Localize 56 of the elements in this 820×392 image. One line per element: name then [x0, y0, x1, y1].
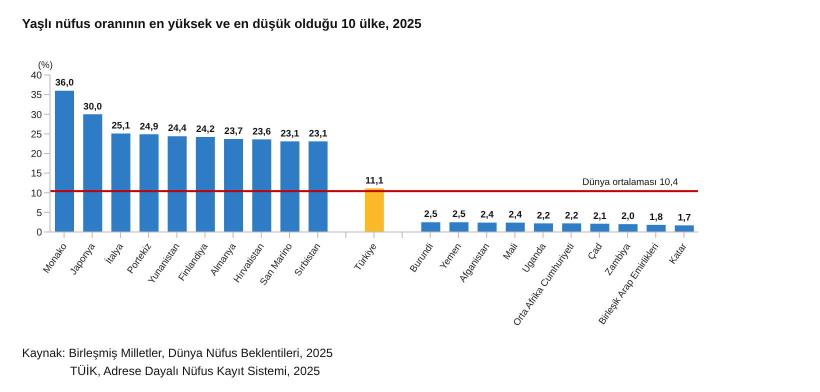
text: TÜİK, Adrese Dayalı Nüfus Kayıt Sistemi, 2025	[70, 364, 320, 378]
bar	[364, 188, 384, 232]
data-label: 24,2	[196, 124, 215, 136]
data-label: 23,1	[308, 128, 328, 140]
data-label: 30,0	[83, 101, 102, 112]
data-label: 2,4	[480, 210, 494, 221]
bar	[674, 225, 694, 232]
bar	[421, 222, 440, 232]
data-label: 23,7	[224, 126, 243, 137]
bar	[196, 137, 215, 232]
data-label: 2,4	[508, 210, 523, 221]
data-label: 2,2	[536, 210, 550, 222]
bar	[478, 222, 497, 232]
bar	[534, 223, 553, 232]
data-label: 1,8	[650, 212, 663, 223]
y-tick-label: 20	[30, 149, 42, 160]
data-label: 25,1	[112, 120, 131, 132]
y-tick-label: 0	[36, 228, 42, 239]
data-label: 2,1	[593, 210, 608, 222]
bar	[168, 136, 187, 232]
bar	[140, 134, 159, 232]
ref-line-label: Dünya ortalaması 10,4	[582, 177, 678, 188]
bar	[252, 139, 272, 232]
y-tick-label: 35	[30, 90, 42, 102]
bar	[55, 90, 74, 232]
data-label: 11,1	[365, 175, 384, 186]
y-tick-label: 40	[30, 70, 42, 82]
data-label: 23,1	[280, 128, 300, 140]
y-tick-label: 30	[30, 110, 42, 121]
data-label: 36,0	[55, 78, 74, 89]
data-label: 2,5	[424, 209, 438, 220]
data-label: 2,5	[452, 209, 466, 220]
y-tick-label: 10	[30, 188, 42, 200]
bar	[280, 141, 300, 232]
y-axis-title: (%)	[38, 60, 53, 71]
data-label: 1,7	[678, 212, 691, 224]
bar	[308, 141, 328, 232]
bar	[618, 224, 638, 232]
y-tick-label: 15	[30, 168, 42, 180]
bar	[562, 223, 582, 232]
text: Kaynak: Birleşmiş Milletler, Dünya Nüfus Beklentileri, 2025	[22, 346, 333, 360]
bar	[83, 114, 102, 232]
bar	[506, 222, 525, 232]
y-tick-label: 25	[30, 129, 42, 140]
data-label: 2,2	[565, 210, 578, 222]
data-label: 23,6	[252, 126, 271, 138]
bar	[590, 224, 610, 232]
data-label: 2,0	[621, 211, 635, 222]
bar	[646, 224, 666, 232]
y-tick-label: 5	[36, 208, 42, 219]
bar	[111, 133, 130, 232]
data-label: 24,4	[168, 123, 188, 134]
bar	[449, 222, 468, 232]
bar	[224, 138, 244, 232]
chart-title: Yaşlı nüfus oranının en yüksek ve en düşük olduğu 10 ülke, 2025	[22, 16, 422, 31]
data-label: 24,9	[140, 121, 158, 132]
